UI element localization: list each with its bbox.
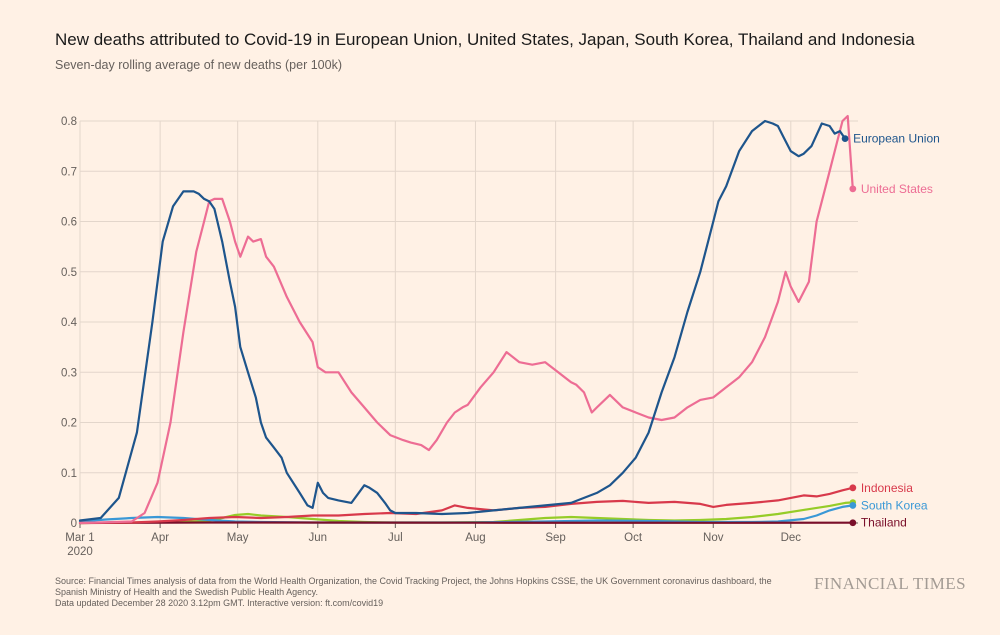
y-tick-label: 0.7 <box>61 166 77 178</box>
series-line-european-union <box>78 119 847 522</box>
chart-grid <box>79 120 858 524</box>
series-end-dot-european-union <box>841 135 849 142</box>
y-tick-label: 0.1 <box>61 468 77 480</box>
chart-subtitle: Seven-day rolling average of new deaths … <box>55 58 342 72</box>
y-tick-label: 0.8 <box>61 116 77 128</box>
series-label-indonesia: Indonesia <box>861 481 913 495</box>
series-end-dot-indonesia <box>849 484 857 492</box>
x-tick-label: Apr <box>151 532 169 544</box>
chart-axes: 0 0.1 0.2 0.3 0.4 0.5 0.6 0.7 0.8 Mar 1 2020 Apr May… <box>61 116 858 558</box>
series-end-dot-south-korea <box>849 502 857 509</box>
update-note: Data updated December 28 2020 3.12pm GMT… <box>55 598 384 608</box>
series-end-dot-united-states <box>849 185 857 193</box>
x-tick-label: Dec <box>781 532 802 544</box>
line-chart: 0 0.1 0.2 0.3 0.4 0.5 0.6 0.7 0.8 Mar 1 2020 Apr May… <box>61 114 940 558</box>
series-end-dot-thailand <box>849 519 857 527</box>
series-label-thailand: Thailand <box>861 516 907 530</box>
series-line-japan <box>78 501 854 525</box>
y-tick-label: 0.6 <box>61 217 77 229</box>
source-note: Source: Financial Times analysis of data… <box>55 576 772 586</box>
chart-series <box>78 114 854 525</box>
y-tick-label: 0.5 <box>61 267 77 279</box>
y-tick-label: 0.3 <box>61 367 77 379</box>
x-tick-label: Jul <box>388 532 403 544</box>
y-tick-label: 0.2 <box>61 418 77 430</box>
x-tick-label: Nov <box>703 532 724 544</box>
x-tick-label: May <box>227 532 249 544</box>
chart-footer: Source: Financial Times analysis of data… <box>55 576 815 609</box>
series-label-european-union: European Union <box>853 132 940 146</box>
y-tick-label: 0 <box>71 518 77 530</box>
series-line-thailand <box>78 521 854 525</box>
source-note-cont: Spanish Ministry of Health and the Swedi… <box>55 587 318 597</box>
x-tick-label: Mar 1 <box>65 532 94 544</box>
x-tick-label: Oct <box>624 532 643 544</box>
chart-title: New deaths attributed to Covid-19 in Eur… <box>55 30 915 49</box>
x-tick-label: Jun <box>309 532 328 544</box>
chart-series-labels: South Korea Thailand Indonesia United State… <box>841 132 940 530</box>
ft-logo: FINANCIAL TIMES <box>814 574 966 593</box>
series-line-united-states <box>78 114 854 525</box>
x-tick-label: Sep <box>545 532 565 544</box>
series-label-united-states: United States <box>861 182 933 196</box>
x-tick-label: Aug <box>465 532 485 544</box>
series-label-south-korea: South Korea <box>861 498 928 512</box>
y-tick-label: 0.4 <box>61 317 78 329</box>
x-tick-sublabel: 2020 <box>67 546 93 558</box>
